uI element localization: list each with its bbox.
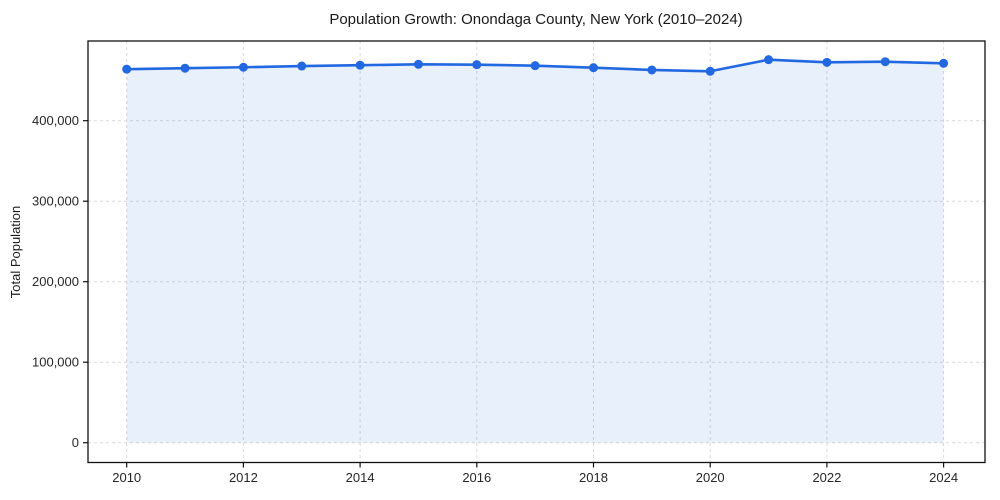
x-tick-label-2012: 2012	[229, 470, 258, 485]
y-tick-label-0: 0	[72, 435, 79, 450]
y-tick-label-400000: 400,000	[32, 113, 79, 128]
data-point-2022	[822, 57, 832, 67]
x-tick-label-2020: 2020	[696, 470, 725, 485]
data-point-2018	[589, 63, 598, 73]
data-point-2010	[122, 64, 132, 74]
data-point-2024	[939, 58, 949, 68]
data-point-2017	[530, 61, 540, 71]
data-point-2012	[238, 62, 248, 72]
y-axis-label: Total Population	[8, 206, 23, 299]
x-tick-label-2018: 2018	[579, 470, 608, 485]
data-point-2016	[472, 60, 482, 70]
x-tick-label-2010: 2010	[112, 470, 141, 485]
data-point-2013	[297, 61, 307, 71]
data-point-2014	[355, 60, 365, 70]
data-point-2019	[647, 65, 657, 75]
data-points	[122, 55, 949, 76]
tick-labels: 2010 2012 2014 2016 2018 2020 2022 2024 0 100,000…	[32, 113, 958, 485]
y-tick-label-300000: 300,000	[32, 194, 79, 209]
x-tick-label-2014: 2014	[346, 470, 375, 485]
chart-title: Population Growth: Onondaga County, New …	[329, 11, 742, 28]
data-point-2021	[764, 55, 774, 65]
y-tick-label-200000: 200,000	[32, 274, 79, 289]
y-tick-label-100000: 100,000	[32, 355, 79, 370]
x-tick-label-2022: 2022	[812, 470, 841, 485]
data-point-2023	[880, 57, 890, 67]
grid	[88, 41, 985, 463]
x-tick-label-2016: 2016	[462, 470, 491, 485]
data-point-2015	[413, 59, 423, 69]
x-tick-label-2024: 2024	[929, 470, 958, 485]
data-point-2011	[180, 63, 190, 73]
plot-frame	[87, 40, 986, 464]
tick-marks	[83, 120, 945, 468]
area-fill	[126, 59, 944, 443]
data-point-2020	[705, 66, 715, 76]
